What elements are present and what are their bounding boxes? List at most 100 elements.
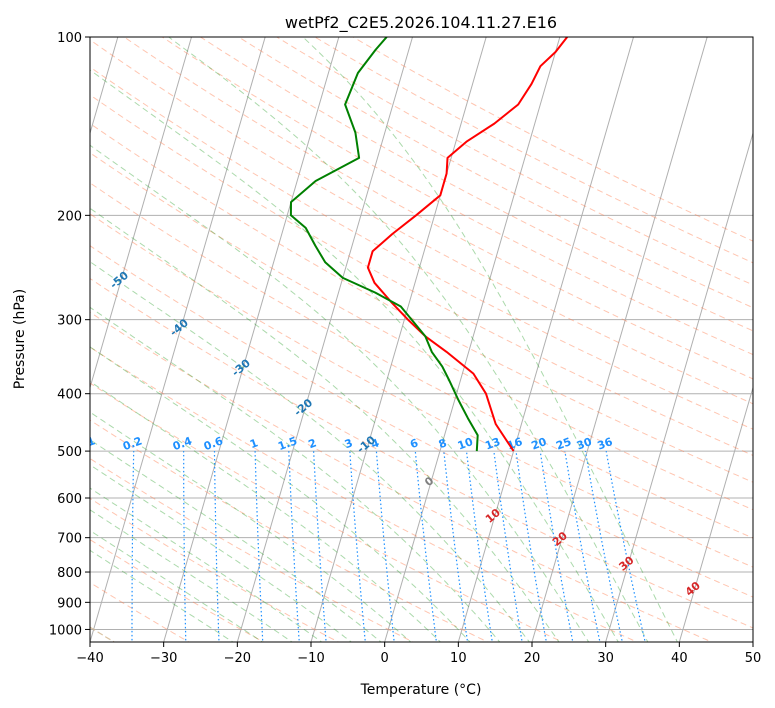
moist-adiabat [90, 439, 382, 642]
moist-adiabat [168, 37, 649, 642]
dry-adiabat [90, 346, 639, 642]
dry-adiabat [199, 37, 753, 332]
isotherm-line [457, 37, 635, 642]
x-tick-label: 30 [597, 651, 614, 666]
moist-adiabat [90, 529, 264, 642]
y-axis: 100 200 300 400 500 600 700 800 900 1000 [49, 31, 90, 638]
isotherm-label: 0 [422, 474, 436, 489]
dry-adiabat [90, 581, 190, 642]
mixing-ratio-line [584, 450, 624, 642]
mixing-ratio-line [131, 451, 135, 642]
x-tick-label: −40 [76, 651, 103, 666]
moist-adiabat [90, 207, 560, 642]
y-tick-label: 400 [57, 388, 82, 403]
mixing-ratio-line [313, 451, 327, 642]
mixing-ratio-line [183, 451, 187, 642]
y-tick-label: 200 [57, 209, 82, 224]
x-tick-label: 40 [671, 651, 688, 666]
moist-adiabat [90, 464, 353, 642]
y-tick-label: 1000 [49, 623, 82, 638]
moist-adiabat [302, 37, 678, 642]
moist-adiabat [90, 306, 501, 642]
dry-adiabat [90, 419, 489, 642]
mixing-ratio-line [443, 451, 469, 642]
mixing-ratio-label: 16 [505, 435, 524, 453]
isotherm-line [310, 37, 487, 642]
dry-adiabat [90, 382, 564, 642]
dry-adiabat [352, 37, 753, 242]
mixing-ratio-label: 3 [343, 436, 355, 451]
dry-adiabat [90, 39, 753, 405]
dry-adiabat [90, 245, 753, 598]
moist-adiabat [90, 487, 323, 642]
mixing-ratio-label: 4 [369, 436, 381, 451]
moist-adiabat [90, 144, 590, 642]
mixing-ratio-line [493, 451, 523, 642]
dry-adiabat [90, 66, 753, 430]
x-tick-label: −10 [297, 651, 324, 666]
isotherm-line [384, 37, 561, 642]
isotherm-label: -20 [292, 396, 316, 419]
dry-adiabat [90, 311, 713, 642]
y-tick-label: 100 [57, 31, 82, 46]
isotherm-line [236, 37, 414, 642]
dry-adiabat [90, 122, 753, 483]
x-axis: −40 −30 −20 −10 0 10 20 30 40 50 [76, 642, 761, 666]
moist-adiabat [90, 69, 619, 642]
mixing-ratio-label: 0.1 [74, 434, 97, 453]
x-tick-label: 50 [745, 651, 762, 666]
mixing-ratio-line [539, 451, 574, 642]
dewpoint-profile [289, 37, 479, 452]
mixing-ratio-label: 0.6 [202, 434, 225, 453]
isotherm-label: -70 [0, 172, 12, 195]
mixing-ratio-line [288, 451, 300, 642]
moist-adiabat [90, 346, 471, 642]
dry-adiabat [90, 457, 415, 642]
temperature-profile [366, 37, 568, 452]
plot-frame [89, 36, 754, 643]
x-axis-label: Temperature (°C) [360, 682, 482, 698]
y-tick-label: 800 [57, 566, 82, 581]
isotherm-line [752, 640, 753, 642]
mixing-ratio-label: 25 [554, 435, 573, 452]
plot-area: 0.10.20.40.611.52346810131620253036-100-… [0, 37, 753, 644]
mixing-ratio-line [515, 451, 547, 642]
mixing-ratio-label: 10 [456, 435, 475, 453]
x-tick-label: 0 [381, 651, 389, 666]
isotherm-line [163, 37, 340, 642]
moist-adiabat [90, 411, 412, 642]
dry-adiabat [313, 37, 753, 264]
dry-adiabat [90, 539, 265, 642]
isotherm-line [90, 37, 119, 135]
mixing-ratio-label: 20 [530, 435, 549, 453]
mixing-ratio-label: 13 [483, 435, 502, 452]
isotherm-label: 10 [483, 506, 503, 526]
y-tick-label: 700 [57, 532, 82, 547]
isotherm-line [678, 385, 753, 642]
mixing-ratio-label: 30 [575, 435, 594, 453]
dry-adiabat [161, 37, 753, 356]
mixing-ratio-label: 1 [248, 436, 260, 451]
mixing-ratio-label: 1.5 [276, 434, 299, 453]
mixing-ratio-line [82, 451, 87, 644]
dry-adiabat [90, 152, 753, 511]
moist-adiabat [90, 549, 234, 642]
isotherm-line [90, 37, 193, 390]
y-axis-label: Pressure (hPa) [12, 289, 28, 389]
y-tick-label: 900 [57, 596, 82, 611]
x-tick-label: 20 [524, 651, 541, 666]
mixing-ratio-line [213, 451, 220, 642]
x-tick-label: −20 [224, 651, 251, 666]
y-tick-label: 500 [57, 445, 82, 460]
isotherm-line [605, 131, 753, 642]
x-tick-label: −30 [150, 651, 177, 666]
moist-adiabat [90, 380, 442, 642]
mixing-ratio-label: 6 [408, 436, 420, 451]
chart-title: wetPf2_C2E5.2026.104.11.27.E16 [285, 13, 557, 33]
mixing-ratio-label: 0.2 [121, 434, 144, 453]
mixing-ratio-line [605, 450, 646, 642]
isotherm-label: 30 [617, 553, 637, 573]
dry-adiabat [237, 37, 753, 309]
dry-adiabat [275, 37, 753, 286]
